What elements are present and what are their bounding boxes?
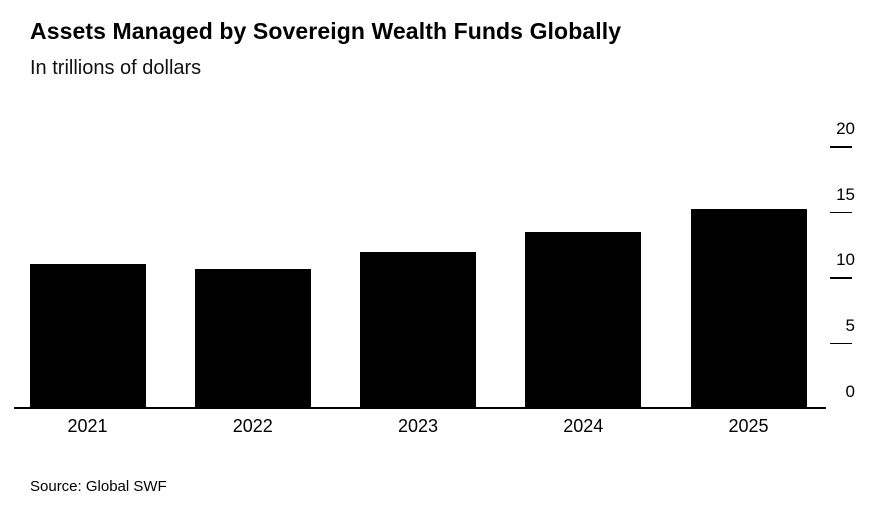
bar-2022 <box>194 269 311 408</box>
x-axis-label: 2025 <box>728 416 769 436</box>
y-tick-label: 0 <box>845 382 855 401</box>
bar-2024 <box>525 232 642 408</box>
bar-2021 <box>29 263 146 408</box>
y-tick-mark <box>830 277 852 279</box>
chart-title: Assets Managed by Sovereign Wealth Funds… <box>30 18 622 44</box>
y-tick-label: 15 <box>836 184 855 204</box>
x-axis-label: 2021 <box>67 416 108 436</box>
bar-2025 <box>690 208 807 408</box>
y-tick-mark <box>830 146 852 148</box>
y-tick-mark <box>830 211 852 213</box>
y-tick-label: 10 <box>836 250 855 269</box>
y-tick-mark <box>830 342 852 344</box>
y-tick-label: 5 <box>845 315 855 335</box>
y-tick-label: 20 <box>836 119 855 138</box>
x-axis-line <box>14 407 826 409</box>
x-axis-label: 2024 <box>563 416 604 436</box>
source-note: Source: Global SWF <box>30 478 167 495</box>
bar-2023 <box>360 252 476 408</box>
chart-subtitle: In trillions of dollars <box>30 57 202 79</box>
x-axis-label: 2023 <box>397 416 439 436</box>
x-axis-label: 2022 <box>232 416 273 436</box>
